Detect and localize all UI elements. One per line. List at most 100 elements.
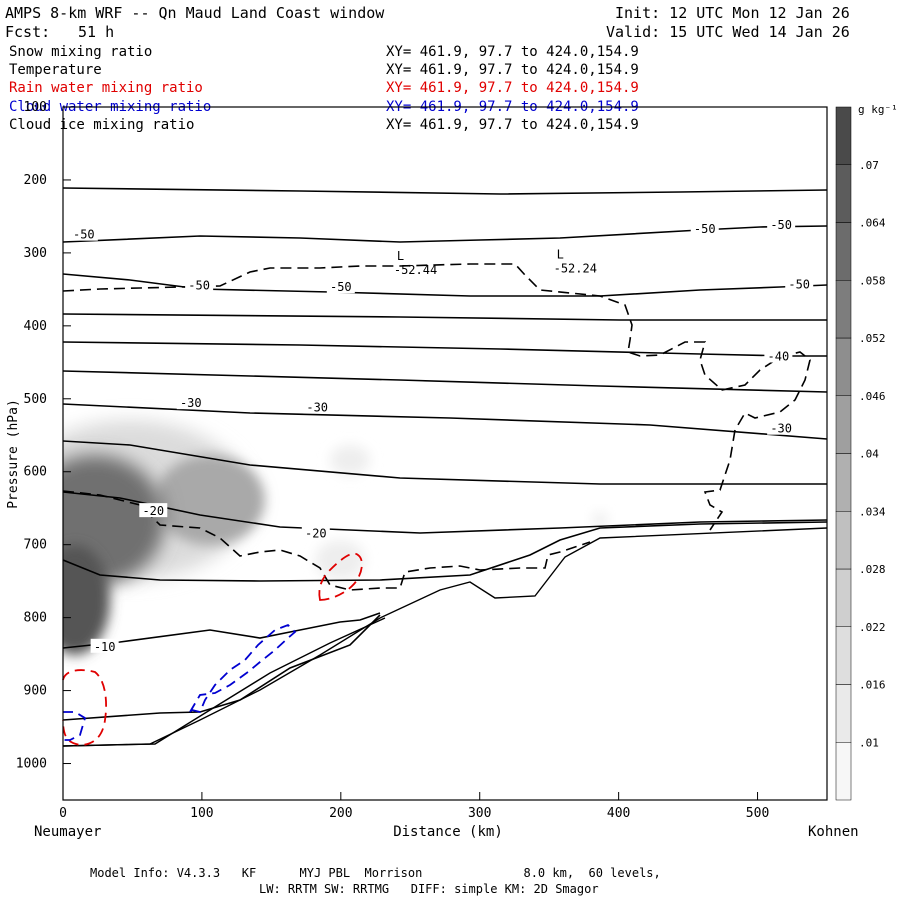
cloud-water-line (63, 711, 87, 741)
y-tick-label: 200 (24, 173, 47, 188)
init-time: Init: 12 UTC Mon 12 Jan 26 (615, 4, 850, 22)
colorbar-segment (835, 626, 852, 685)
colorbar-segment (835, 684, 852, 743)
colorbar-level-label: .058 (859, 274, 886, 287)
rain-water-line (318, 552, 363, 601)
colorbar-segment (835, 106, 852, 165)
contour-label-bg (185, 277, 214, 292)
colorbar-segment (835, 511, 852, 570)
isotherm-line (63, 612, 381, 649)
y-axis: 100 200 300 400 500 600 700 800 900 1000 (16, 100, 71, 772)
contour-label: -50 (73, 228, 95, 242)
field-xy-rain: XY= 461.9, 97.7 to 424.0,154.9 (386, 80, 639, 96)
field-xy-cloud-ice: XY= 461.9, 97.7 to 424.0,154.9 (386, 117, 639, 133)
x-axis-title: Distance (km) (393, 824, 503, 840)
field-xy-snow: XY= 461.9, 97.7 to 424.0,154.9 (386, 44, 639, 60)
x-tick-label: 0 (59, 806, 67, 821)
left-endpoint-label: Neumayer (34, 824, 101, 840)
snow-blob-wisp-3 (592, 512, 608, 528)
terrain-line (63, 527, 827, 747)
chart-title: AMPS 8-km WRF -- Qn Maud Land Coast wind… (5, 4, 385, 22)
field-name-rain: Rain water mixing ratio (9, 80, 203, 96)
x-tick-label: 100 (190, 806, 213, 821)
isotherm-line (63, 341, 827, 357)
colorbar-unit: g kg⁻¹ (858, 103, 898, 116)
colorbar: .01 .016 .022 .028 .034 .04 .046 .052 .058 .064 .0… (835, 106, 886, 801)
cloud-ice-contours (63, 263, 811, 591)
contour-label: -50 (188, 279, 210, 293)
model-info-line2: LW: RRTM SW: RRTMG DIFF: simple KM: 2D S… (259, 882, 599, 896)
rain-water-line (62, 669, 108, 746)
cloud-water-line (189, 623, 297, 714)
isotherm-line (63, 313, 827, 321)
low-symbol: L (557, 248, 564, 262)
isotherm-line (63, 225, 827, 243)
contour-label-bg (176, 395, 205, 410)
contour-label-bg (690, 220, 719, 235)
colorbar-level-label: .04 (859, 448, 879, 461)
forecast-label: Fcst: (5, 23, 51, 41)
contour-label-bg (301, 525, 330, 540)
contour-label-bg (69, 226, 98, 241)
y-tick-label: 900 (24, 684, 47, 699)
y-tick-label: 800 (24, 611, 47, 626)
contour-label: -20 (305, 527, 327, 541)
contour-label: -20 (142, 504, 164, 518)
colorbar-segment (835, 453, 852, 512)
valid-time: Valid: 15 UTC Wed 14 Jan 26 (606, 23, 850, 41)
temperature-contours (63, 187, 827, 721)
snow-blob-wisp-2 (315, 540, 365, 580)
isotherm-line (63, 521, 827, 582)
colorbar-segment (835, 164, 852, 223)
low-value: -52.44 (394, 263, 437, 277)
snow-blob-right (155, 455, 265, 545)
y-tick-label: 700 (24, 538, 47, 553)
contour-label: -30 (770, 422, 792, 436)
contour-label: -10 (94, 640, 116, 654)
field-xy-temperature: XY= 461.9, 97.7 to 424.0,154.9 (386, 62, 639, 78)
snow-blob-wisp-1 (330, 445, 370, 475)
isotherm-line (63, 440, 827, 485)
colorbar-level-label: .052 (859, 332, 886, 345)
contour-label-bg (767, 420, 796, 435)
colorbar-segment (835, 337, 852, 396)
colorbar-segment (835, 222, 852, 281)
terrain-profile (63, 527, 827, 747)
contour-label-bg (764, 348, 793, 363)
low-markers: L-52.44L-52.24 (394, 248, 597, 277)
rain-water-contours (62, 552, 363, 746)
colorbar-level-label: .01 (859, 736, 879, 749)
snow-mixing-ratio-shading (63, 420, 608, 655)
cloud-water-contours (63, 623, 297, 741)
plot-frame (62, 106, 828, 801)
contour-label: -40 (768, 349, 790, 363)
y-tick-label: 1000 (16, 757, 47, 772)
colorbar-segment (835, 568, 852, 627)
cloud-ice-line (63, 490, 591, 591)
colorbar-level-label: .064 (859, 217, 886, 230)
snow-blob-low (63, 545, 110, 655)
y-tick-label: 500 (24, 392, 47, 407)
low-value: -52.24 (554, 262, 597, 276)
colorbar-segment (835, 280, 852, 339)
terrain-line (63, 617, 386, 747)
field-name-cloud-ice: Cloud ice mixing ratio (9, 117, 195, 133)
x-axis: 0 100 200 300 400 500 (59, 792, 769, 821)
contour-label: -30 (306, 401, 328, 415)
field-name-temperature: Temperature (9, 62, 102, 78)
colorbar-level-label: .07 (859, 159, 879, 172)
y-tick-label: 300 (24, 246, 47, 261)
colorbar-level-label: .022 (859, 621, 886, 634)
y-axis-title: Pressure (hPa) (6, 399, 21, 509)
contour-label: -30 (180, 396, 202, 410)
y-tick-label: 100 (24, 100, 47, 115)
contour-label-bg (326, 279, 355, 294)
x-tick-label: 300 (468, 806, 491, 821)
isotherm-line (63, 370, 827, 393)
low-symbol: L (397, 249, 404, 263)
contour-label: -50 (788, 277, 810, 291)
y-tick-label: 600 (24, 465, 47, 480)
contour-label-bg (303, 399, 332, 414)
colorbar-segment (835, 395, 852, 454)
